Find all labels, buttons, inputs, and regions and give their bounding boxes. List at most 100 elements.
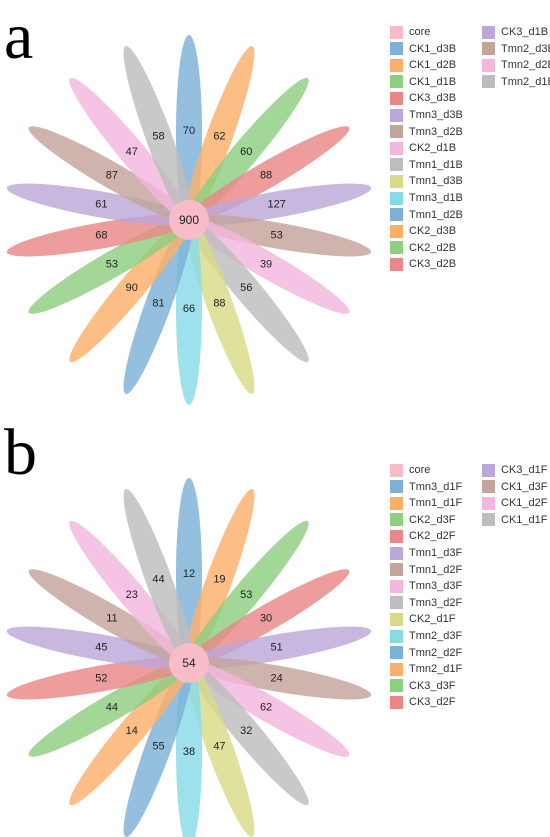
petal-tmn3-d3b — [180, 183, 372, 226]
legend-swatch — [390, 480, 403, 494]
legend-label: Tmn2_d1F — [409, 663, 463, 676]
legend-item-tmn3-d2b: Tmn3_d2B — [390, 125, 463, 139]
legend-item-tmn2-d3f: Tmn2_d3F — [390, 629, 462, 643]
legend-label: CK2_d2B — [409, 241, 457, 254]
petal-tmn3-d2f — [182, 655, 309, 806]
legend-swatch — [482, 25, 495, 39]
panel-b: b 12 19 53 30 51 24 62 32 47 38 55 14 44 52 45 11 23 44 54… — [0, 400, 550, 837]
legend-item-ck1-d3b: CK1_d3B — [390, 42, 456, 56]
petal-tmn1-d3b — [183, 211, 255, 394]
legend-label: CK3_d2F — [409, 696, 456, 709]
legend-item-tmn3-d3b: Tmn3_d3B — [390, 108, 463, 122]
petal-ck2-d2f — [180, 569, 350, 669]
legend-swatch — [482, 75, 495, 89]
petal-tmn1-d2f — [180, 657, 372, 700]
petal-ck3-d2f — [6, 657, 198, 700]
legend-item-ck3-d3b: CK3_d3B — [390, 91, 456, 105]
petal-value-ck1-d1b: 60 — [240, 146, 252, 158]
petal-tmn1-d3f — [180, 626, 372, 669]
legend-item-tmn3-d1b: Tmn3_d1B — [390, 191, 463, 205]
petal-ck2-d3b — [69, 212, 196, 363]
legend-label: CK2_d2F — [409, 530, 456, 543]
legend-swatch — [390, 208, 403, 222]
petal-value-ck1-d3b: 70 — [183, 125, 195, 137]
legend-label: Tmn2_d3F — [409, 630, 463, 642]
legend-item-ck3-d1b: CK3_d1B — [482, 25, 548, 39]
legend-label: Tmn2_d3B — [501, 42, 550, 55]
petal-value-ck1-d2f: 23 — [126, 589, 138, 601]
legend-label: Tmn1_d2F — [409, 563, 463, 576]
petal-ck3-d3f — [28, 657, 198, 757]
core-value: 54 — [182, 656, 196, 670]
legend-swatch — [390, 174, 403, 188]
legend-item-ck1-d2f: CK1_d2F — [482, 496, 547, 510]
legend-label: CK1_d3F — [501, 480, 548, 493]
legend-label: Tmn3_d1F — [409, 480, 463, 493]
petal-value-tmn3-d2b: 53 — [271, 229, 283, 241]
petal-value-ck2-d2b: 53 — [106, 259, 118, 271]
legend-swatch — [390, 496, 403, 510]
legend-label: Tmn1_d3B — [409, 175, 463, 188]
legend-item-ck3-d3f: CK3_d3F — [390, 679, 455, 693]
petal-tmn1-d1f — [183, 489, 255, 672]
legend-item-ck2-d2b: CK2_d2B — [390, 241, 456, 255]
petal-tmn2-d2f — [123, 654, 195, 837]
legend-label: core — [409, 26, 431, 38]
legend-item-tmn2-d1b: Tmn2_d1B — [482, 75, 550, 89]
petal-value-tmn3-d3b: 127 — [267, 199, 285, 211]
legend-item-ck3-d1f: CK3_d1F — [482, 463, 547, 477]
petal-ck1-d2f — [69, 520, 196, 671]
petal-ck2-d2b — [28, 214, 198, 314]
petal-value-tmn1-d3b: 88 — [213, 298, 225, 310]
legend-label: Tmn2_d1B — [501, 75, 550, 88]
legend-item-tmn2-d2b: Tmn2_d2B — [482, 58, 550, 72]
petal-value-ck3-d2f: 52 — [95, 672, 107, 684]
legend-swatch — [390, 224, 403, 238]
legend-label: CK1_d1B — [409, 75, 457, 88]
legend-swatch — [390, 58, 403, 72]
petal-ck3-d1b — [6, 183, 198, 226]
legend-label: Tmn1_d1F — [409, 497, 463, 510]
legend-label: core — [409, 464, 431, 476]
legend-item-tmn3-d3f: Tmn3_d3F — [390, 579, 462, 593]
petal-value-tmn1-d1b: 56 — [240, 282, 252, 294]
legend-item-ck2-d1f: CK2_d1F — [390, 612, 455, 626]
legend-item-ck2-d3b: CK2_d3B — [390, 224, 456, 238]
legend-label: CK2_d3F — [409, 513, 456, 526]
legend-swatch — [390, 108, 403, 122]
legend-label: CK1_d2B — [409, 59, 457, 72]
petal-ck1-d2b — [183, 46, 255, 229]
legend-label: Tmn1_d2B — [409, 208, 463, 221]
petal-tmn2-d3b — [28, 126, 198, 226]
petal-value-ck2-d3b: 90 — [126, 282, 138, 294]
petal-value-ck1-d2b: 62 — [213, 130, 225, 142]
legend-label: Tmn3_d1B — [409, 192, 463, 204]
petal-ck1-d1f — [123, 489, 195, 672]
petal-value-ck1-d3f: 11 — [106, 613, 117, 625]
petal-value-ck2-d3f: 53 — [240, 589, 252, 601]
legend-swatch — [390, 629, 403, 643]
petal-value-tmn1-d3f: 51 — [271, 642, 283, 654]
legend-item-ck1-d1b: CK1_d1B — [390, 75, 456, 89]
legend-label: Tmn2_d2F — [409, 646, 463, 659]
legend-item-ck3-d2b: CK3_d2B — [390, 257, 456, 271]
legend-swatch — [390, 191, 403, 205]
legend-swatch — [390, 579, 403, 593]
legend-swatch — [390, 125, 403, 139]
legend-item-tmn1-d2f: Tmn1_d2F — [390, 563, 462, 577]
legend-item-tmn2-d2f: Tmn2_d2F — [390, 646, 462, 660]
legend-swatch — [390, 463, 403, 477]
petal-value-ck2-d1b: 39 — [260, 259, 272, 271]
legend-label: CK3_d1B — [501, 26, 549, 38]
petal-tmn3-d2b — [180, 214, 372, 257]
legend-item-ck2-d3f: CK2_d3F — [390, 513, 455, 527]
legend-label: CK1_d3B — [409, 42, 457, 55]
petal-value-tmn2-d2f: 55 — [152, 741, 164, 753]
petal-tmn2-d1f — [69, 655, 196, 806]
flower-diagram-a: 70 62 60 88 127 53 39 56 88 66 81 90 53 68 61 87 47 58 900 — [6, 35, 372, 405]
legend-item-core: core — [390, 25, 430, 39]
petal-ck3-d3b — [180, 126, 350, 226]
legend-item-ck1-d2b: CK1_d2B — [390, 58, 456, 72]
legend-item-ck3-d2f: CK3_d2F — [390, 695, 455, 709]
legend-swatch — [390, 158, 403, 172]
